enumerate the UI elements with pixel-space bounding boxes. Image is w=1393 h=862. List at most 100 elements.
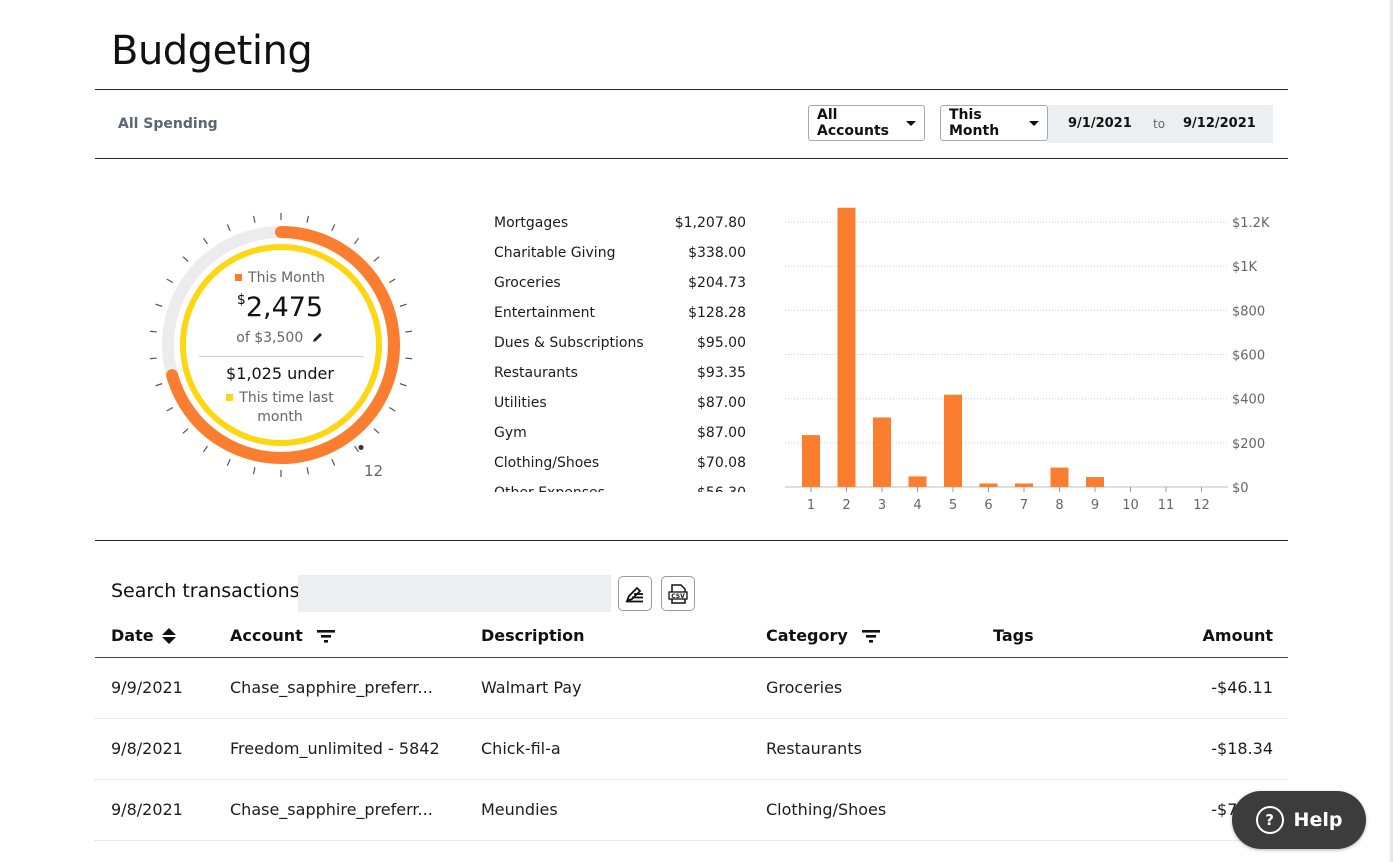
bar[interactable] [979, 483, 998, 487]
y-tick-label: $800 [1232, 304, 1265, 319]
table-header-divider [95, 657, 1288, 658]
dial-tick [182, 256, 189, 262]
column-header-date[interactable]: Date [111, 626, 176, 645]
dial-tick [331, 458, 336, 466]
bar[interactable] [873, 417, 891, 487]
accounts-dropdown-label: All Accounts [817, 107, 890, 139]
dial-tick [202, 445, 209, 453]
date-from-field[interactable]: 9/1/2021 [1068, 116, 1132, 131]
category-row[interactable]: Mortgages $1,207.80 [494, 215, 746, 245]
date-to-field[interactable]: 9/12/2021 [1183, 116, 1256, 131]
category-amount: $87.00 [697, 425, 746, 441]
chevron-down-icon [906, 120, 916, 126]
table-row[interactable]: 9/8/2021 Freedom_unlimited - 5842 Chick-… [95, 719, 1288, 780]
accounts-dropdown[interactable]: All Accounts [808, 105, 925, 141]
dial-tick [252, 467, 256, 475]
bar[interactable] [1015, 483, 1033, 487]
bar[interactable] [944, 394, 962, 487]
spent-amount: $2,475 [190, 292, 370, 323]
category-row[interactable]: Charitable Giving $338.00 [494, 245, 746, 275]
budget-total: of $3,500 [190, 330, 370, 346]
table-row[interactable]: 9/8/2021 Chase_sapphire_preferr... Meund… [95, 780, 1288, 841]
row-category[interactable]: Groceries [766, 678, 843, 697]
period-dropdown[interactable]: This Month [940, 105, 1048, 141]
category-name: Other Expenses [494, 485, 605, 492]
edit-list-button[interactable] [618, 576, 652, 611]
dial-tick [388, 278, 396, 284]
last-month-swatch [226, 394, 234, 401]
help-button[interactable]: ? Help [1232, 791, 1366, 849]
bar[interactable] [1086, 477, 1104, 487]
sort-icon[interactable] [161, 627, 176, 644]
bar[interactable] [802, 435, 820, 487]
x-tick-label: 8 [1055, 498, 1063, 513]
row-description: Chick-fil-a [481, 739, 561, 758]
y-tick-label: $1.2K [1232, 216, 1270, 231]
search-input[interactable] [298, 575, 611, 612]
chevron-down-icon [1029, 120, 1039, 126]
row-amount: -$46.11 [1211, 678, 1273, 697]
row-account: Chase_sapphire_preferr... [230, 800, 433, 819]
bar[interactable] [837, 207, 856, 487]
column-header-account-label: Account [230, 626, 303, 645]
row-divider [95, 718, 1288, 719]
column-header-date-label: Date [111, 626, 154, 645]
spent-value: 2,475 [245, 292, 324, 323]
bar[interactable] [908, 476, 927, 487]
x-tick-label: 3 [878, 498, 886, 513]
filter-icon[interactable] [316, 629, 335, 643]
pencil-icon[interactable] [312, 331, 324, 343]
filter-icon[interactable] [861, 629, 880, 643]
category-row[interactable]: Utilities $87.00 [494, 395, 746, 425]
last-month-legend-label: This time last month [239, 390, 334, 425]
this-month-progress-arc [166, 226, 400, 464]
category-row[interactable]: Other Expenses $56.30 [494, 485, 746, 492]
row-category[interactable]: Restaurants [766, 739, 862, 758]
bar[interactable] [1050, 467, 1069, 487]
row-amount: -$18.34 [1211, 739, 1273, 758]
svg-text:CSV: CSV [671, 593, 685, 600]
category-name: Gym [494, 425, 527, 441]
help-button-label: Help [1293, 809, 1343, 831]
row-account: Freedom_unlimited - 5842 [230, 739, 440, 758]
dial-tick [166, 406, 174, 412]
under-budget-text: $1,025 under [226, 364, 334, 383]
column-header-category[interactable]: Category [766, 626, 880, 645]
category-row[interactable]: Dues & Subscriptions $95.00 [494, 335, 746, 365]
y-tick-label: $400 [1232, 393, 1265, 408]
row-date: 9/8/2021 [111, 739, 183, 758]
dial-tick [399, 383, 407, 387]
category-row[interactable]: Restaurants $93.35 [494, 365, 746, 395]
row-category[interactable]: Clothing/Shoes [766, 800, 887, 819]
category-row[interactable]: Gym $87.00 [494, 425, 746, 455]
day-marker-label: 12 [364, 462, 384, 480]
dial-tick [155, 303, 163, 307]
export-csv-button[interactable]: CSV [661, 576, 695, 611]
category-row[interactable]: Clothing/Shoes $70.08 [494, 455, 746, 485]
dial-tick [399, 303, 407, 307]
category-row[interactable]: Groceries $204.73 [494, 275, 746, 305]
category-name: Utilities [494, 395, 547, 411]
dial-tick [353, 237, 360, 245]
x-tick-label: 2 [842, 498, 850, 513]
column-header-description: Description [481, 626, 585, 645]
category-amount: $87.00 [697, 395, 746, 411]
table-row[interactable]: 9/9/2021 Chase_sapphire_preferr... Walma… [95, 658, 1288, 719]
this-month-legend: This Month [190, 270, 370, 286]
category-name: Clothing/Shoes [494, 455, 600, 471]
budget-total-label[interactable]: of $3,500 [236, 330, 304, 346]
all-spending-label[interactable]: All Spending [118, 116, 218, 132]
category-amount: $70.08 [697, 455, 746, 471]
currency-symbol: $ [236, 292, 246, 308]
page-scrollbar[interactable] [1390, 0, 1393, 862]
column-header-account[interactable]: Account [230, 626, 335, 645]
dial-tick [331, 224, 336, 232]
dial-tick [353, 445, 360, 453]
column-header-tags: Tags [993, 626, 1034, 645]
category-row[interactable]: Entertainment $128.28 [494, 305, 746, 335]
dial-tick [150, 330, 157, 333]
date-range: 9/1/2021 to 9/12/2021 [1048, 105, 1273, 143]
x-tick-label: 11 [1158, 498, 1175, 513]
dial-ticks [150, 213, 412, 477]
category-list: Mortgages $1,207.80 Charitable Giving $338.… [494, 215, 746, 492]
